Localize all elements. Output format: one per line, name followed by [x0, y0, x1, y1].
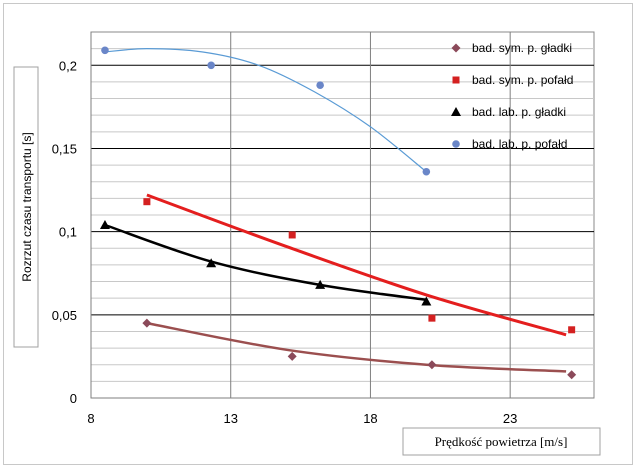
legend-label: bad. lab. p. pofałd: [472, 137, 567, 151]
data-point-square: [288, 231, 296, 239]
legend: bad. sym. p. gładki bad. sym. p. pofałd ba…: [451, 41, 573, 151]
x-tick-label: 13: [223, 411, 237, 426]
data-point-circle: [316, 81, 324, 90]
y-axis-title: Rozrzut czasu transportu [s]: [20, 132, 34, 281]
legend-label: bad. lab. p. gładki: [472, 105, 566, 119]
trendline-circle: [104, 47, 427, 173]
y-tick-labels: 0 0,05 0,1 0,15 0,2: [52, 58, 77, 406]
legend-label: bad. sym. p. gładki: [472, 41, 572, 55]
x-tick-label: 18: [363, 411, 377, 426]
data-point-circle: [422, 167, 431, 176]
data-point-square: [143, 198, 151, 206]
data-point-square: [428, 314, 436, 322]
data-point-triangle: [315, 279, 326, 289]
data-point-diamond: [427, 360, 437, 370]
trendlines: [104, 47, 567, 373]
data-point-circle: [207, 61, 215, 70]
x-tick-label: 23: [503, 411, 517, 426]
x-axis-title-box: Prędkość powietrza [m/s]: [402, 427, 601, 456]
trendline-square: [146, 193, 567, 337]
y-axis-title-box: Rozrzut czasu transportu [s]: [13, 66, 39, 348]
data-point-triangle: [99, 219, 110, 229]
legend-marker-circle: [452, 140, 460, 148]
data-point-triangle: [206, 258, 217, 268]
scatter-chart: 0 0,05 0,1 0,15 0,2 8 13 18 23 bad. sym. p. gła…: [13, 31, 601, 456]
data-point-diamond: [567, 370, 577, 380]
x-axis-title: Prędkość powietrza [m/s]: [435, 434, 568, 449]
chart-frame: 0 0,05 0,1 0,15 0,2 8 13 18 23 bad. sym. p. gła…: [3, 3, 633, 465]
data-point-square: [568, 326, 576, 334]
data-point-diamond: [287, 351, 297, 361]
y-tick-label: 0,1: [59, 225, 77, 240]
gridlines: [90, 32, 594, 399]
legend-marker-square: [452, 76, 460, 84]
legend-marker-triangle: [451, 107, 461, 116]
data-points: [99, 46, 577, 380]
trendline-diamond: [146, 321, 567, 373]
data-point-diamond: [142, 318, 152, 328]
legend-marker-diamond: [451, 43, 461, 53]
legend-label: bad. sym. p. pofałd: [472, 73, 573, 87]
x-tick-labels: 8 13 18 23: [87, 411, 517, 426]
x-tick-label: 8: [87, 411, 94, 426]
y-tick-label: 0: [70, 391, 77, 406]
data-point-triangle: [421, 296, 432, 306]
y-tick-label: 0,05: [52, 308, 77, 323]
y-tick-label: 0,15: [52, 141, 77, 156]
trendline-triangle: [104, 223, 427, 302]
y-tick-label: 0,2: [59, 58, 77, 73]
data-point-circle: [101, 46, 109, 55]
